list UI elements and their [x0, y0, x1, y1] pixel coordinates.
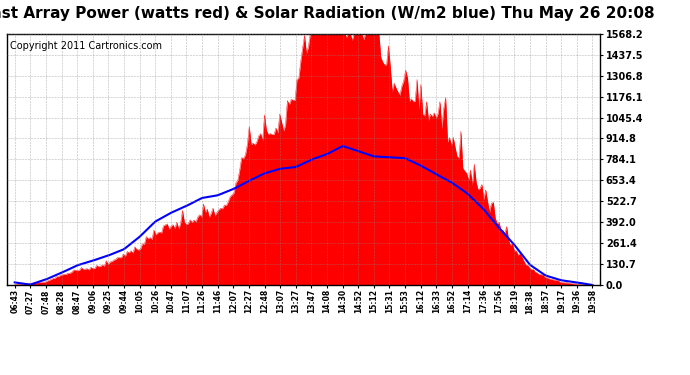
Text: Copyright 2011 Cartronics.com: Copyright 2011 Cartronics.com: [10, 41, 162, 51]
Text: East Array Power (watts red) & Solar Radiation (W/m2 blue) Thu May 26 20:08: East Array Power (watts red) & Solar Rad…: [0, 6, 654, 21]
